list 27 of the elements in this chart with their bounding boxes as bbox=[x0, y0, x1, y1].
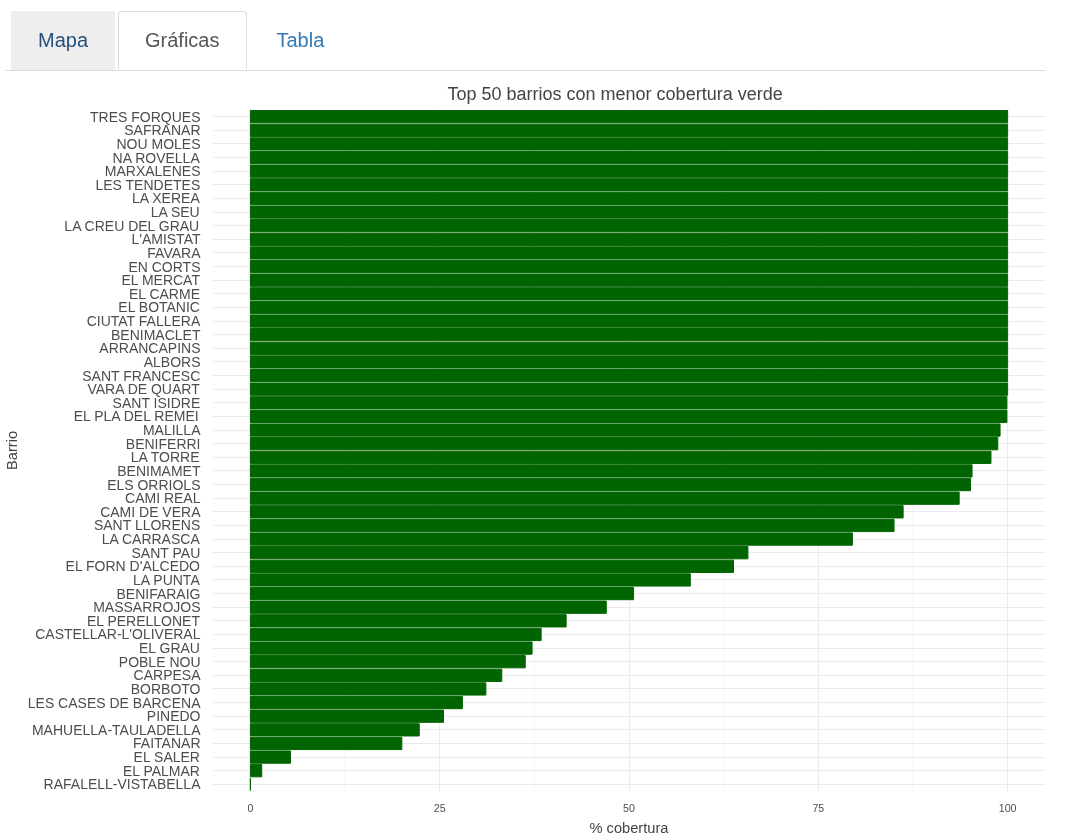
y-tick-label: VARA DE QUART bbox=[87, 381, 201, 398]
x-axis-title: % cobertura bbox=[589, 819, 670, 836]
text: Tabla bbox=[249, 11, 352, 70]
y-tick-label: EL BOTANIC bbox=[118, 299, 200, 316]
y-tick-label: RAFALELL-VISTABELLA bbox=[43, 776, 202, 793]
chart-title: Top 50 barrios con menor cobertura verde bbox=[447, 83, 783, 104]
y-axis-title: Barrio bbox=[3, 430, 20, 471]
x-tick-label: 50 bbox=[623, 801, 635, 814]
x-tick-label: 100 bbox=[998, 801, 1017, 814]
y-tick-label: SANT LLORENS bbox=[93, 517, 201, 534]
y-tick-label: LES CASES DE BARCENA bbox=[27, 694, 202, 711]
x-tick-label: 25 bbox=[433, 801, 446, 814]
x-tick-label: 0 bbox=[247, 801, 254, 814]
text: Mapa bbox=[11, 11, 116, 70]
y-tick-label: EN CORTS bbox=[128, 258, 201, 275]
x-tick-label: 75 bbox=[812, 801, 825, 814]
y-tick-label: NOU MOLES bbox=[116, 135, 201, 152]
y-tick-label: BENIFARAIG bbox=[116, 585, 201, 602]
y-tick-label: SANT FRANCESC bbox=[82, 367, 201, 384]
y-tick-label: LA XEREA bbox=[132, 190, 201, 207]
y-tick-label: EL PLA DEL REMEI bbox=[73, 408, 199, 425]
y-tick-label: FAITANAR bbox=[133, 735, 201, 752]
y-tick-label: CASTELLAR-L'OLIVERAL bbox=[35, 626, 201, 643]
y-tick-label: NA ROVELLA bbox=[112, 149, 201, 166]
y-tick-label: TRES FORQUES bbox=[90, 108, 201, 125]
y-tick-label: ELS ORRIOLS bbox=[107, 476, 201, 493]
text: Gráficas bbox=[118, 11, 247, 69]
